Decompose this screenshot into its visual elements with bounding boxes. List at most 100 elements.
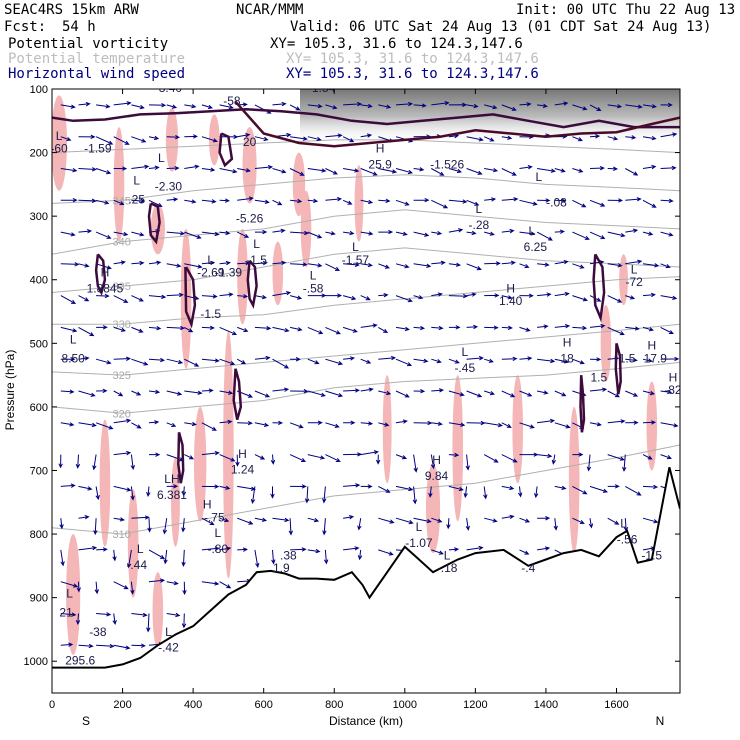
wind-vector — [625, 357, 638, 363]
wind-vector — [290, 547, 307, 552]
wind-vector — [342, 199, 353, 205]
wind-vector — [272, 517, 290, 523]
wind-vector — [219, 517, 230, 523]
extremum-label: -60 — [50, 142, 68, 156]
wind-vector — [607, 419, 626, 424]
pv-shading-region — [512, 375, 524, 484]
wind-vector — [289, 326, 303, 332]
wind-vector — [466, 324, 479, 330]
wind-vector — [237, 196, 254, 201]
wind-vector — [184, 358, 200, 367]
wind-vector — [95, 358, 112, 365]
wind-vector — [360, 387, 374, 392]
wind-vector — [60, 136, 72, 141]
wind-vector — [519, 326, 531, 332]
wind-vector — [290, 198, 303, 204]
wind-vector — [431, 388, 445, 393]
wind-vector — [60, 167, 78, 173]
wind-vector — [466, 390, 483, 398]
theta-contour-label: 345 — [113, 195, 131, 207]
wind-vector — [448, 199, 468, 204]
wind-vector — [589, 165, 605, 171]
pv-contour — [52, 108, 680, 129]
wind-vector — [166, 612, 181, 618]
terrain-fill — [52, 467, 680, 693]
wind-vector — [290, 230, 310, 236]
wind-vector — [343, 101, 363, 107]
wind-vector — [131, 136, 147, 143]
wind-vector — [272, 387, 290, 392]
wind-vector — [378, 198, 391, 203]
wind-vector — [78, 263, 90, 268]
wind-vector — [272, 101, 287, 107]
wind-vector — [519, 102, 532, 107]
wind-vector — [235, 454, 240, 467]
wind-vector — [343, 356, 356, 361]
wind-vector — [360, 168, 378, 176]
wind-vector — [166, 422, 177, 427]
wind-vector — [589, 134, 601, 139]
wind-vector — [307, 548, 321, 554]
theta-contour — [52, 323, 680, 376]
extremum-label: H — [238, 447, 247, 461]
wind-vector — [182, 581, 187, 596]
wind-vector — [236, 231, 250, 238]
wind-vector — [60, 262, 80, 267]
wind-vector — [113, 581, 129, 590]
wind-vector — [554, 358, 570, 364]
wind-vector — [94, 581, 99, 595]
wind-vector — [589, 199, 606, 207]
y-tick-label: 800 — [30, 529, 48, 541]
theta-contour-label: 335 — [113, 281, 131, 293]
wind-vector — [463, 486, 468, 499]
wind-vector — [184, 326, 194, 333]
theta-contour — [52, 444, 680, 535]
wind-vector — [642, 199, 657, 208]
extremum-label: H — [647, 339, 656, 353]
wind-vector — [448, 547, 460, 552]
wind-vector — [484, 167, 499, 173]
extremum-label: 17.9 — [644, 351, 668, 365]
wind-vector — [343, 388, 360, 393]
pv-shading-region — [568, 406, 580, 554]
wind-vector — [395, 101, 414, 107]
wind-vector — [660, 198, 674, 203]
wind-vector — [78, 102, 91, 107]
extremum-label: L — [165, 625, 172, 639]
wind-vector — [588, 518, 594, 529]
wind-vector — [431, 358, 442, 364]
wind-vector — [96, 325, 108, 330]
x-tick-label: 600 — [255, 699, 273, 711]
wind-vector — [378, 549, 394, 556]
wind-vector — [78, 326, 95, 337]
wind-vector — [501, 104, 517, 111]
wind-vector — [131, 643, 146, 648]
y-tick-label: 200 — [30, 148, 48, 160]
wind-vector — [60, 231, 76, 237]
wind-vector — [290, 389, 309, 394]
wind-vector — [148, 578, 166, 583]
wind-vector — [201, 260, 216, 266]
extremum-label: -1.57 — [342, 253, 370, 267]
wind-vector — [660, 356, 680, 362]
wind-vector — [307, 420, 323, 425]
wind-vector — [184, 164, 200, 169]
wind-vector — [448, 262, 462, 267]
extremum-label: L — [310, 269, 317, 283]
wind-vector — [431, 292, 443, 297]
wind-vector — [395, 358, 413, 367]
wind-vector — [325, 104, 338, 110]
wind-vector — [642, 390, 656, 396]
extremum-label: H — [669, 370, 678, 384]
wind-vector — [360, 484, 373, 489]
extremum-label: L — [352, 240, 359, 254]
extremum-label: L — [620, 517, 627, 531]
wind-vector — [625, 135, 637, 140]
wind-vector — [589, 485, 608, 493]
wind-vector — [343, 262, 360, 267]
extremum-label: 21 — [59, 606, 73, 620]
wind-vector — [360, 421, 374, 426]
pv-contour — [579, 374, 586, 433]
wind-vector — [60, 612, 77, 617]
wind-vector — [272, 168, 287, 174]
